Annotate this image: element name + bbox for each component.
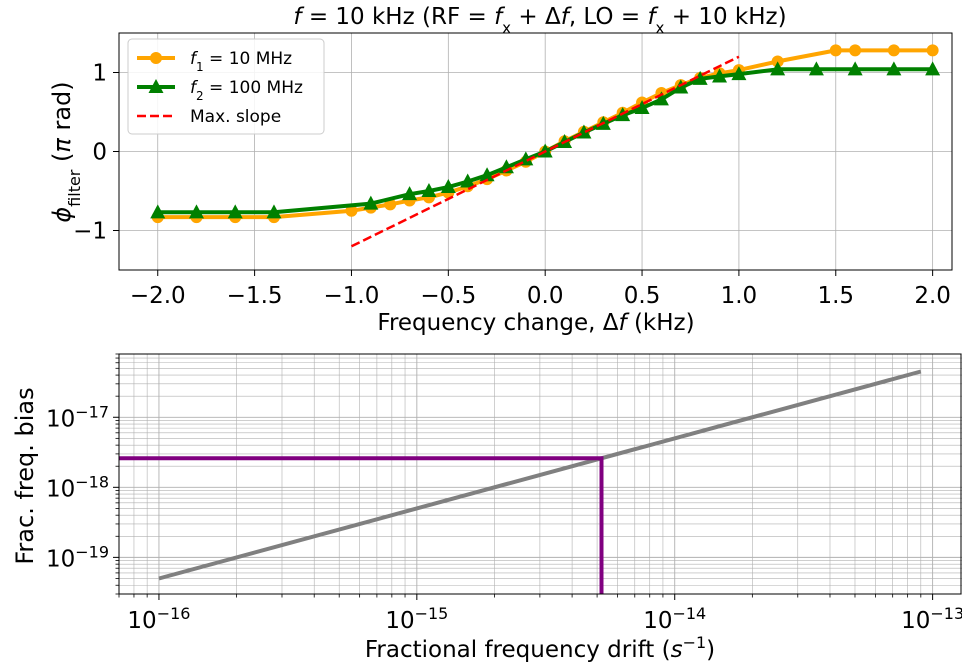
legend-label-0: f1 = 10 MHz xyxy=(190,49,292,74)
x-tick-label: 0.0 xyxy=(527,283,564,309)
y-axis-label: ϕfilter (π rad) xyxy=(48,81,84,222)
y-tick-label: 1 xyxy=(92,61,107,87)
series-0-point xyxy=(345,204,358,217)
series-1-point xyxy=(653,91,669,106)
y-tick-label: 10−19 xyxy=(46,542,109,573)
legend-label-1: f2 = 100 MHz xyxy=(190,78,303,103)
x-tick-label: 2.0 xyxy=(914,283,951,309)
series-0-point xyxy=(829,44,842,57)
phase-chart: −2.0 −1.5 −1.0 −0.5 0.0 0.5 1.0 1.5 2.0 −1 0 1 f = 1… xyxy=(48,4,953,336)
y-tick-label: 10−18 xyxy=(46,472,109,503)
series-1-point xyxy=(886,61,902,76)
x-tick-label: −0.5 xyxy=(420,283,476,309)
x-tick-label: −1.0 xyxy=(324,283,380,309)
x-tick-label: 10−16 xyxy=(127,604,190,635)
x-tick-label: 0.5 xyxy=(624,283,661,309)
legend-marker-1 xyxy=(148,79,164,93)
legend-box xyxy=(127,38,325,135)
legend: f1 = 10 MHz f2 = 100 MHz Max. slope xyxy=(127,38,325,135)
y-tick-label: −1 xyxy=(73,219,107,245)
x-tick-label: 1.0 xyxy=(721,283,758,309)
marker-line xyxy=(119,456,604,594)
x-axis-label: Frequency change, Δf (kHz) xyxy=(377,310,694,336)
series-0-point xyxy=(887,44,900,57)
x-tick-label: −1.5 xyxy=(227,283,283,309)
series-1-point xyxy=(227,204,243,219)
y-tick-label: 0 xyxy=(92,140,107,166)
series-1-point xyxy=(150,204,166,219)
bias-chart: 10−16 10−15 10−14 10−13 10−19 10−18 10−17 Fract… xyxy=(11,353,962,664)
series-1-point xyxy=(731,66,747,81)
legend-marker-0 xyxy=(150,52,162,64)
series-1-point xyxy=(770,61,786,76)
series-1-point xyxy=(712,68,728,83)
series-1-point xyxy=(692,70,708,85)
x-axis-label: Fractional frequency drift (s−1) xyxy=(365,633,715,664)
x-tick-label: 1.5 xyxy=(817,283,854,309)
chart-title: f = 10 kHz (RF = fx + Δf, LO = fx + 10 k… xyxy=(293,4,786,37)
series-1-point xyxy=(440,179,456,194)
series-1-point xyxy=(266,204,282,219)
series-line-2 xyxy=(350,55,740,248)
series-1-point xyxy=(402,186,418,201)
series-1-point xyxy=(479,167,495,182)
x-tick-label: 10−15 xyxy=(385,604,448,635)
series-1-point xyxy=(808,61,824,76)
x-tick-label: 10−14 xyxy=(643,604,706,635)
bias-line xyxy=(158,369,922,581)
plot-frame xyxy=(118,353,962,595)
series-1-point xyxy=(188,204,204,219)
legend-label-2: Max. slope xyxy=(190,107,281,127)
y-tick-label: 10−17 xyxy=(46,402,109,433)
x-tick-label: 10−13 xyxy=(901,604,962,635)
series-1-point xyxy=(925,61,941,76)
series-1-point xyxy=(847,61,863,76)
series-0-point xyxy=(926,44,939,57)
series-0-point xyxy=(849,44,862,57)
series-1-point xyxy=(460,173,476,188)
series-1-point xyxy=(634,100,650,115)
series-1-point xyxy=(363,195,379,210)
y-axis-label: Frac. freq. bias xyxy=(11,387,39,564)
x-tick-label: −2.0 xyxy=(130,283,186,309)
series-1-point xyxy=(421,183,437,197)
